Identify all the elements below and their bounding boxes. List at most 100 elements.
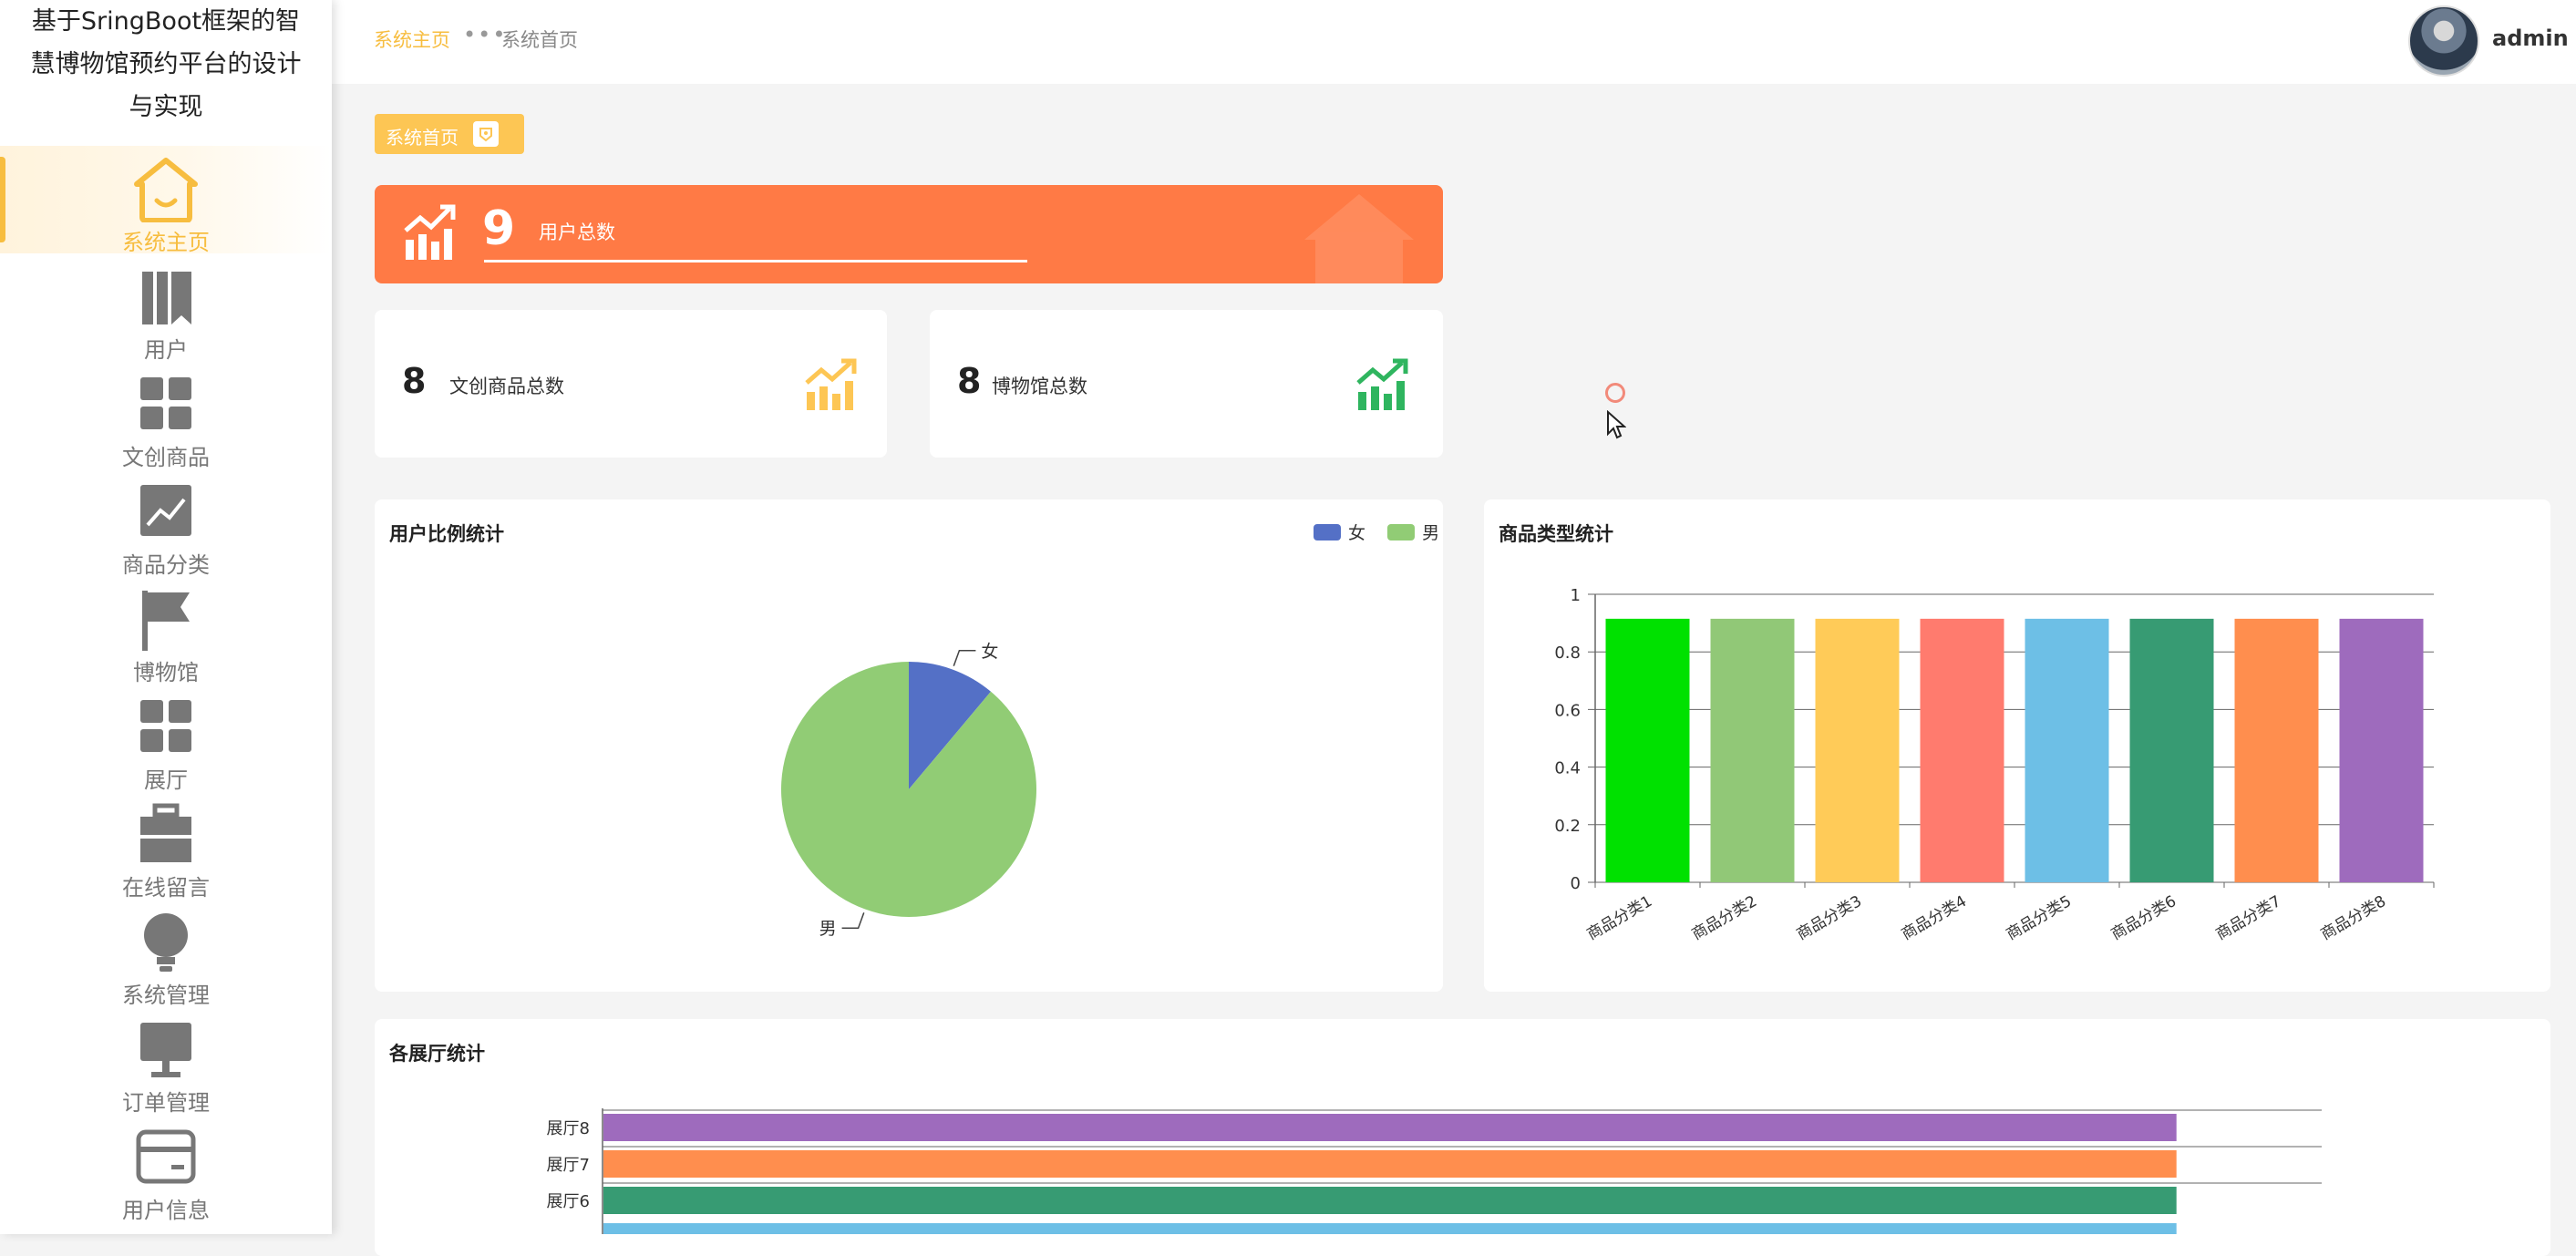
products-count: 8 xyxy=(402,361,427,401)
bar[interactable] xyxy=(2129,618,2214,882)
monitor-icon xyxy=(140,1023,191,1077)
y-tick-label: 展厅6 xyxy=(547,1192,590,1211)
sidebar-item-user-info[interactable]: 用户信息 xyxy=(0,1114,332,1223)
chart-title: 商品类型统计 xyxy=(1499,523,1613,545)
sidebar-item-system[interactable]: 系统管理 xyxy=(0,899,332,1008)
x-tick-label: 商品分类8 xyxy=(2318,892,2389,944)
museums-stat-card: 8 博物馆总数 xyxy=(930,310,1443,458)
sidebar-item-halls[interactable]: 展厅 xyxy=(0,684,332,793)
sidebar-item-museum[interactable]: 博物馆 xyxy=(0,576,332,685)
pie-label-line xyxy=(841,912,865,929)
divider xyxy=(484,260,1027,263)
breadcrumb-current: 系统首页 xyxy=(501,29,578,51)
bar[interactable] xyxy=(1605,618,1690,882)
products-label: 文创商品总数 xyxy=(449,376,564,397)
breadcrumb-separator-icon: ••• xyxy=(463,22,508,47)
sidebar-item-categories[interactable]: 商品分类 xyxy=(0,468,332,578)
sidebar-item-label: 展厅 xyxy=(144,767,188,793)
top-header: 系统主页 ••• 系统首页 admin xyxy=(332,0,2576,84)
line-chart-icon xyxy=(140,485,191,536)
sidebar-item-label: 订单管理 xyxy=(122,1090,210,1116)
bar[interactable] xyxy=(2025,618,2109,882)
products-stat-card: 8 文创商品总数 xyxy=(375,310,887,458)
bar[interactable] xyxy=(603,1150,2177,1178)
y-tick-label: 展厅8 xyxy=(547,1119,590,1138)
loading-spinner-icon xyxy=(1605,383,1625,403)
avatar[interactable] xyxy=(2408,5,2479,77)
sidebar-item-label: 博物馆 xyxy=(133,660,199,685)
sidebar-item-products[interactable]: 文创商品 xyxy=(0,361,332,470)
museums-label: 博物馆总数 xyxy=(992,376,1087,397)
user-ratio-chart-card: 用户比例统计 女 男 女男 xyxy=(375,499,1443,992)
y-tick-label: 0.4 xyxy=(1554,759,1581,778)
chart-title: 各展厅统计 xyxy=(389,1043,485,1065)
bar[interactable] xyxy=(1815,618,1900,882)
app-title-line-2: 慧博物馆预约平台的设计 xyxy=(30,50,302,78)
bar[interactable] xyxy=(603,1114,2177,1141)
x-tick-label: 商品分类7 xyxy=(2213,892,2284,944)
bar[interactable] xyxy=(2234,618,2319,882)
sidebar-item-orders[interactable]: 订单管理 xyxy=(0,1006,332,1116)
mouse-cursor-icon xyxy=(1607,410,1626,439)
sidebar-item-label: 用户信息 xyxy=(122,1198,210,1223)
bar-chart: 0 0.2 0.4 0.6 0.8 1 商品分类1 商品分类2 商品分类3 商品分类4 商品分类5 商… xyxy=(1554,586,2435,944)
sidebar-item-label: 用户 xyxy=(144,337,188,363)
y-tick-label: 1 xyxy=(1571,586,1581,605)
legend-label-male[interactable]: 男 xyxy=(1422,523,1440,543)
y-tick-label: 0.2 xyxy=(1554,817,1581,836)
pie-legend: 女 男 xyxy=(1314,520,1439,544)
bar[interactable] xyxy=(2339,618,2424,882)
sidebar: 基于SringBoot框架的智 慧博物馆预约平台的设计 与实现 系统主页 用户 xyxy=(0,0,332,1234)
pie-label-line xyxy=(953,650,976,666)
sidebar-item-messages[interactable]: 在线留言 xyxy=(0,791,332,901)
total-users-value: 9 xyxy=(482,201,516,256)
y-tick-label: 0.6 xyxy=(1554,701,1581,720)
sidebar-item-label: 在线留言 xyxy=(122,875,210,901)
y-tick-label: 0 xyxy=(1571,874,1581,893)
x-tick-label: 商品分类2 xyxy=(1689,892,1760,944)
home-watermark-icon xyxy=(1304,194,1414,283)
page-tag-label: 系统首页 xyxy=(386,127,459,149)
sidebar-item-home[interactable]: 系统主页 xyxy=(0,146,332,255)
growth-chart-icon xyxy=(1356,358,1408,410)
legend-label-female[interactable]: 女 xyxy=(1348,523,1366,543)
lightbulb-icon xyxy=(144,913,188,972)
bar[interactable] xyxy=(603,1187,2177,1214)
x-tick-label: 商品分类1 xyxy=(1584,892,1655,944)
pie-slice-female[interactable] xyxy=(909,662,991,789)
chart-title: 用户比例统计 xyxy=(389,523,504,545)
total-users-label: 用户总数 xyxy=(539,221,615,243)
legend-swatch-male xyxy=(1387,524,1416,540)
horizontal-bar-chart: 展厅8 展厅7 展厅6 xyxy=(547,1108,2322,1234)
pie-slice-label: 男 xyxy=(819,919,837,939)
grid-icon xyxy=(140,377,191,429)
page-tag[interactable]: 系统首页 xyxy=(375,114,524,154)
product-type-chart-card: 商品类型统计 0 0.2 0.4 0.6 0.8 1 商品分类1 商品分类2 商品分类3 商品分类… xyxy=(1484,499,2550,992)
app-title-line-1: 基于SringBoot框架的智 xyxy=(31,7,301,36)
bar[interactable] xyxy=(1710,618,1795,882)
x-tick-label: 商品分类4 xyxy=(1899,892,1970,944)
sidebar-menu: 系统主页 用户 文创商品 商品分类 xyxy=(0,146,332,1223)
app-title: 基于SringBoot框架的智 慧博物馆预约平台的设计 与实现 xyxy=(0,0,332,129)
legend-swatch-female xyxy=(1314,524,1341,540)
pie-slice-male[interactable] xyxy=(781,662,1036,917)
card-icon xyxy=(136,1129,196,1184)
x-tick-label: 商品分类5 xyxy=(2004,892,2075,944)
total-users-card: 9 用户总数 xyxy=(375,185,1443,283)
museums-count: 8 xyxy=(957,361,982,401)
bar xyxy=(603,1223,2177,1234)
growth-chart-icon xyxy=(404,204,456,260)
flag-icon xyxy=(142,591,190,651)
home-icon xyxy=(134,158,198,222)
bar[interactable] xyxy=(1920,618,2004,882)
x-tick-label: 商品分类6 xyxy=(2108,892,2179,944)
sidebar-item-users[interactable]: 用户 xyxy=(0,253,332,363)
sidebar-item-label: 商品分类 xyxy=(122,552,210,578)
breadcrumb-home[interactable]: 系统主页 xyxy=(374,29,450,51)
sidebar-item-label: 系统管理 xyxy=(122,983,210,1008)
app-title-line-3: 与实现 xyxy=(129,93,203,121)
x-tick-label: 商品分类3 xyxy=(1794,892,1865,944)
sidebar-item-label: 系统主页 xyxy=(122,230,210,255)
growth-chart-icon xyxy=(805,358,857,410)
username[interactable]: admin xyxy=(2492,26,2569,51)
